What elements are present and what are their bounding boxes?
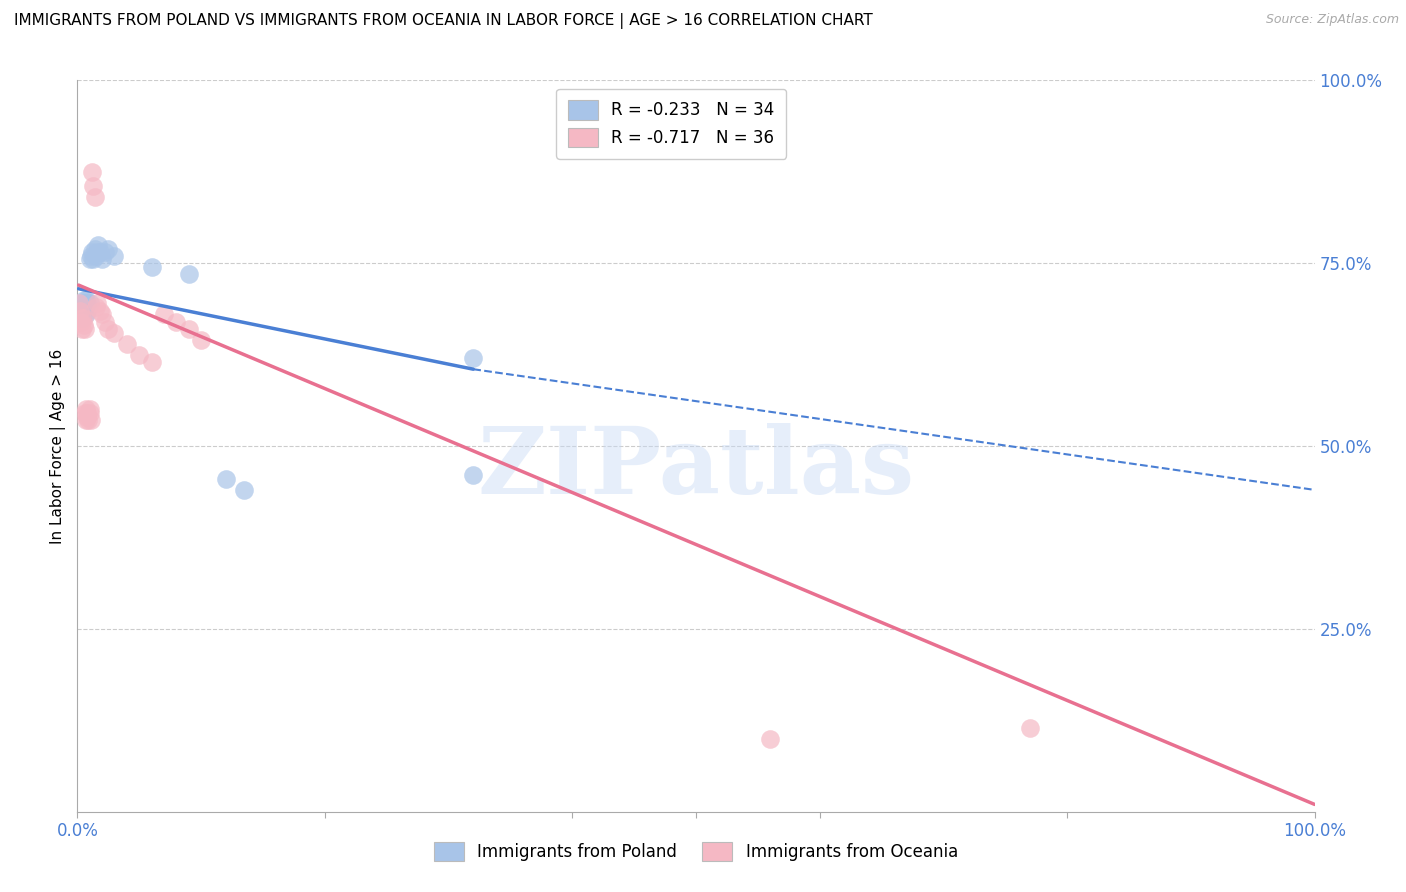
Point xyxy=(69,303,91,318)
Point xyxy=(80,249,103,263)
Point xyxy=(73,300,96,314)
Point xyxy=(73,406,96,420)
Point xyxy=(75,402,97,417)
Point xyxy=(190,333,212,347)
Point xyxy=(72,311,94,326)
Point xyxy=(91,252,114,267)
Point xyxy=(165,315,187,329)
Point xyxy=(73,296,96,310)
Point xyxy=(82,164,104,178)
Point xyxy=(70,303,93,318)
Point xyxy=(76,296,98,310)
Point xyxy=(97,242,120,256)
Point xyxy=(103,249,125,263)
Point xyxy=(128,348,150,362)
Point xyxy=(115,336,138,351)
Point xyxy=(91,307,114,321)
Point xyxy=(177,322,200,336)
Point xyxy=(72,311,94,326)
Point xyxy=(177,267,200,281)
Point xyxy=(82,252,104,267)
Point xyxy=(72,318,94,333)
Point xyxy=(463,351,485,366)
Point xyxy=(72,322,94,336)
Point xyxy=(84,300,107,314)
Text: ZIPatlas: ZIPatlas xyxy=(478,423,914,513)
Point xyxy=(67,307,90,321)
Point xyxy=(83,242,105,256)
Point xyxy=(103,326,125,340)
Point xyxy=(153,307,176,321)
Point xyxy=(72,293,94,307)
Legend: Immigrants from Poland, Immigrants from Oceania: Immigrants from Poland, Immigrants from … xyxy=(422,830,970,873)
Point xyxy=(86,296,108,310)
Point xyxy=(93,315,115,329)
Point xyxy=(79,402,101,417)
Point xyxy=(70,315,93,329)
Point xyxy=(75,293,97,307)
Point xyxy=(87,238,110,252)
Point xyxy=(79,406,101,420)
Point xyxy=(82,245,104,260)
Point xyxy=(72,303,94,318)
Point xyxy=(83,190,105,204)
Point xyxy=(215,472,238,486)
Point xyxy=(84,249,107,263)
Point xyxy=(72,296,94,310)
Point xyxy=(69,300,91,314)
Point xyxy=(759,731,782,746)
Point xyxy=(72,311,94,326)
Point xyxy=(1019,721,1042,735)
Point xyxy=(233,483,256,497)
Point xyxy=(75,307,97,321)
Point xyxy=(89,303,111,318)
Point xyxy=(80,413,103,427)
Text: IMMIGRANTS FROM POLAND VS IMMIGRANTS FROM OCEANIA IN LABOR FORCE | AGE > 16 CORR: IMMIGRANTS FROM POLAND VS IMMIGRANTS FRO… xyxy=(14,13,873,29)
Point xyxy=(141,260,163,274)
Point xyxy=(89,245,111,260)
Point xyxy=(77,300,100,314)
Point xyxy=(82,179,104,194)
Point xyxy=(97,322,120,336)
Point xyxy=(141,355,163,369)
Point xyxy=(73,322,96,336)
Point xyxy=(76,406,98,420)
Point xyxy=(77,413,100,427)
Point xyxy=(67,296,90,310)
Point xyxy=(75,413,97,427)
Point xyxy=(79,252,101,267)
Text: Source: ZipAtlas.com: Source: ZipAtlas.com xyxy=(1265,13,1399,27)
Point xyxy=(79,296,101,310)
Point xyxy=(463,468,485,483)
Point xyxy=(76,303,98,318)
Point xyxy=(93,245,115,260)
Y-axis label: In Labor Force | Age > 16: In Labor Force | Age > 16 xyxy=(49,349,66,543)
Point xyxy=(76,409,98,424)
Point xyxy=(86,245,108,260)
